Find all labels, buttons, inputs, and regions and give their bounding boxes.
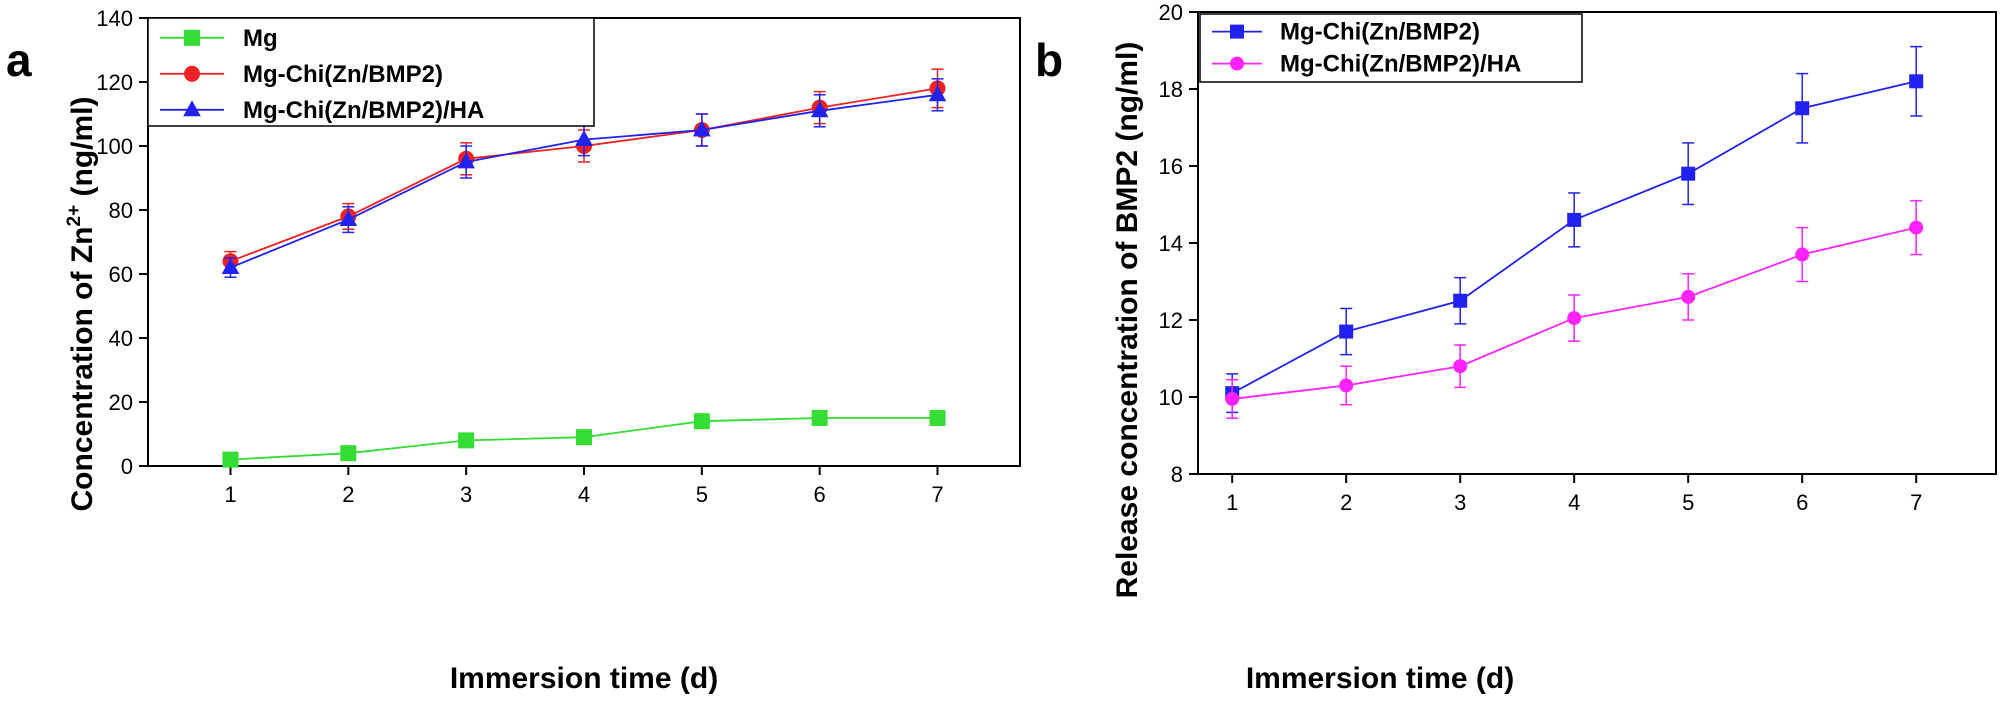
panel-a-data-point: [576, 429, 592, 446]
panel-b-legend: Mg-Chi(Zn/BMP2) Mg-Chi(Zn/BMP2)/HA: [1199, 13, 1583, 83]
panel-a-y-axis-title-unit: (ng/ml): [66, 97, 99, 205]
panel-b-legend-label: Mg-Chi(Zn/BMP2): [1280, 19, 1480, 46]
panel-b-x-tick-label: 4: [1568, 490, 1580, 515]
panel-b-x-tick-label: 2: [1340, 490, 1352, 515]
panel-a-data-point: [810, 101, 829, 118]
panel-b-data-point: [1795, 247, 1810, 262]
panel-a-data-point: [221, 258, 240, 274]
panel-b-x-axis-title: Immersion time (d): [1246, 662, 1514, 695]
panel-b-data-point: [1681, 289, 1696, 304]
panel-a-x-tick-label: 5: [696, 482, 708, 507]
panel-a-y-tick-label: 140: [96, 6, 133, 31]
panel-b-y-axis-title: Release concentration of BMP2 (ng/ml): [1111, 42, 1144, 599]
panel-a-x-tick-label: 3: [460, 482, 472, 507]
panel-a-legend-box: [147, 17, 595, 127]
panel-b-y-tick-label: 8: [1171, 462, 1183, 487]
panel-a-series-1: [222, 410, 946, 468]
panel-a-plot: 1 2 3 4 5 6 7 0 20 40 60 80 100 120 140 Mg Mg-Chi(Zn/BMP…: [96, 6, 1021, 507]
panel-b-data-point: [1453, 359, 1468, 374]
panel-a-data-point: [693, 120, 711, 137]
panel-b-label: b: [1035, 34, 1063, 86]
panel-a-y-tick-label: 0: [121, 454, 133, 479]
panel-a-label: a: [6, 34, 32, 86]
panel-b-data-point: [1567, 212, 1582, 227]
panel-b-plot: 1 2 3 4 5 6 78101214161820Mg-Chi(Zn/BMP2)Mg-Ch…: [1159, 0, 1997, 515]
panel-a-y-tick-label: 100: [96, 134, 133, 159]
panel-b-legend-box: [1199, 13, 1583, 83]
panel-a-y-tick-label: 40: [109, 326, 133, 351]
panel-a-data-point: [575, 130, 593, 146]
panel-b-x-tick-label: 7: [1910, 490, 1922, 515]
panel-b-y-tick-label: 10: [1159, 385, 1183, 410]
panel-b-data-point: [1225, 391, 1240, 406]
panel-b-data-point: [1795, 101, 1810, 116]
panel-b-y-tick-label: 20: [1159, 0, 1183, 25]
panel-a-x-axis-title: Immersion time (d): [450, 662, 718, 695]
panel-a-legend-label: Mg: [243, 25, 278, 52]
panel-a-y-tick-label: 80: [109, 198, 133, 223]
panel-a-legend-marker: [184, 29, 200, 46]
panel-b-y-tick-label: 18: [1159, 77, 1183, 102]
panel-a-x-tick-label: 7: [931, 482, 943, 507]
panel-a-data-point: [458, 432, 475, 449]
panel-a-x-tick-label: 1: [224, 482, 236, 507]
panel-a-legend-label: Mg-Chi(Zn/BMP2): [243, 61, 443, 88]
panel-b-series-1: [1225, 45, 1924, 414]
panel-a-y-axis-title-sup: 2+: [64, 205, 85, 227]
panel-b-legend-marker: [1230, 56, 1244, 71]
panel-b-x-tick-label: 1: [1226, 490, 1238, 515]
panel-b-y-tick-label: 14: [1159, 231, 1183, 256]
panel-a-y-axis-title-main: Concentration of Zn: [66, 227, 99, 512]
panel-b-x-tick-label: 3: [1454, 490, 1466, 515]
panel-b-data-point: [1339, 378, 1354, 393]
panel-a-data-point: [693, 413, 710, 430]
panel-b-data-point: [1909, 220, 1924, 235]
panel-a-data-point: [928, 85, 947, 102]
panel-b-y-tick-label: 16: [1159, 154, 1183, 179]
panel-a-legend-marker: [183, 100, 201, 117]
panel-a-legend-label: Mg-Chi(Zn/BMP2)/HA: [243, 97, 484, 124]
panel-a-legend: Mg Mg-Chi(Zn/BMP2) Mg-Chi(Zn/BMP2)/HA: [147, 17, 595, 127]
panel-a-y-tick-label: 20: [109, 390, 133, 415]
panel-b-x-tick-label: 5: [1682, 490, 1694, 515]
panel-b-data-point: [1339, 324, 1354, 339]
panel-b-y-tick-label: 12: [1159, 308, 1183, 333]
panel-b-data-point: [1909, 74, 1924, 89]
panel-a-data-point: [457, 152, 475, 169]
panel-b-data-point: [1453, 293, 1468, 308]
panel-b-x-tick-label: 6: [1796, 490, 1808, 515]
panel-b-data-point: [1567, 311, 1582, 326]
panel-b-legend-label: Mg-Chi(Zn/BMP2)/HA: [1280, 51, 1521, 78]
panel-a-data-point: [811, 410, 828, 426]
panel-a-y-tick-label: 60: [109, 262, 133, 287]
panel-a-x-tick-label: 2: [342, 482, 354, 507]
panel-b-legend-marker: [1230, 24, 1244, 39]
panel-a-series-3: [221, 78, 947, 278]
panel-a-x-tick-label: 6: [814, 482, 826, 507]
panel-a-data-point: [222, 451, 239, 468]
panel-a-data-point: [929, 410, 946, 426]
panel-b-data-point: [1681, 166, 1696, 181]
panel-a-y-tick-label: 120: [96, 70, 133, 95]
panel-a-x-tick-label: 4: [578, 482, 590, 507]
panel-a-y-axis-title: Concentration of Zn2+ (ng/ml): [64, 97, 99, 512]
panel-a-legend-marker: [184, 65, 200, 82]
panel-b-series-2: [1225, 199, 1924, 419]
panel-a-data-point: [339, 210, 358, 226]
panel-a-data-point: [340, 445, 357, 462]
